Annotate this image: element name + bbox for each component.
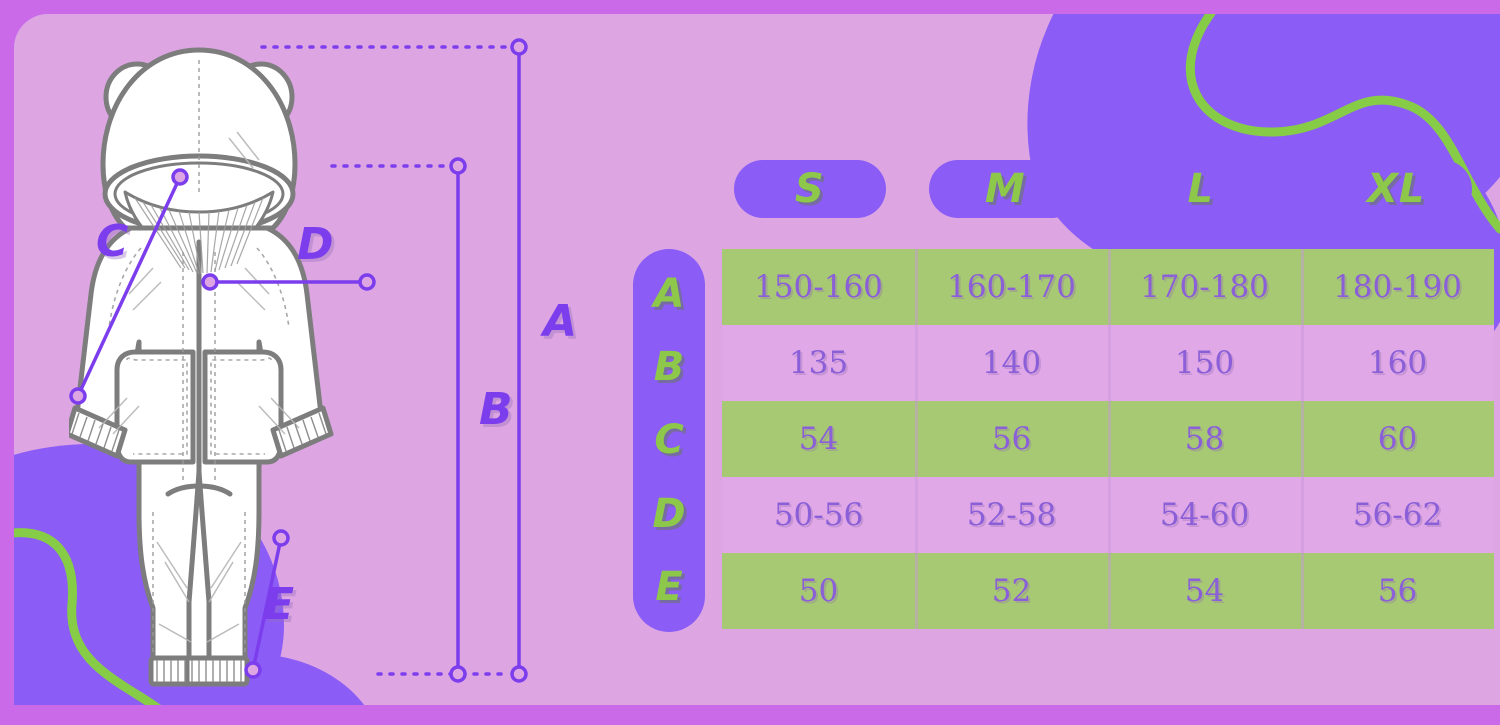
measure-line-C (76, 176, 182, 397)
cell-a-s: 150-160 (754, 269, 883, 305)
crotch-seam (165, 483, 233, 497)
row-label-a: A (653, 270, 685, 317)
cell-b-m: 140 (915, 325, 1108, 401)
size-pill-slot: L (1103, 154, 1299, 224)
measure-label-D: D (297, 219, 334, 270)
row-label-c: C (654, 417, 684, 464)
measure-node-D-left (201, 273, 219, 291)
size-header-m[interactable]: M (929, 160, 1082, 218)
cell-d-l: 54-60 (1108, 477, 1301, 553)
measure-label-E: E (264, 579, 295, 630)
cell-b-xl: 160 (1301, 325, 1494, 401)
measure-node-D-right (358, 273, 376, 291)
table-row: 54 56 58 60 (722, 401, 1494, 477)
cell-a-m: 160-170 (915, 249, 1108, 325)
size-header-l[interactable]: L (1124, 160, 1277, 218)
row-label-d: D (652, 490, 686, 537)
cell-b-s: 135 (788, 345, 849, 381)
measure-node-C-top (171, 168, 189, 186)
size-pill-slot: M (908, 154, 1104, 224)
cell-e-xl: 56 (1301, 553, 1494, 629)
measure-node-A-bottom (510, 665, 528, 683)
size-header-s[interactable]: S (733, 160, 886, 218)
size-pill-slot: XL (1299, 154, 1495, 224)
measure-node-E-bottom (244, 661, 262, 679)
onesie-line-drawing (69, 47, 334, 687)
cuff-sleeve-right (270, 405, 334, 459)
size-header-row: S M L XL (712, 154, 1494, 224)
cell-d-m: 52-58 (915, 477, 1108, 553)
size-header-xl[interactable]: XL (1320, 160, 1473, 218)
measure-node-E-top (272, 529, 290, 547)
cell-c-xl: 60 (1301, 401, 1494, 477)
table-row: 50-56 52-58 54-60 56-62 (722, 477, 1494, 553)
cell-c-m: 56 (915, 401, 1108, 477)
cell-e-l: 54 (1108, 553, 1301, 629)
measure-label-B: B (479, 384, 513, 435)
cell-e-s: 50 (798, 573, 839, 609)
table-row: 50 52 54 56 (722, 553, 1494, 629)
measure-label-A: A (543, 296, 578, 347)
row-label-b: B (653, 344, 685, 391)
measurement-overlay (69, 38, 528, 683)
size-pill-slot: S (712, 154, 908, 224)
measure-label-C: C (96, 216, 129, 267)
table-row: 150-160 160-170 170-180 180-190 (722, 249, 1494, 325)
measure-node-A-top (510, 38, 528, 56)
garment-illustration (69, 42, 469, 702)
row-label-e: E (655, 564, 683, 611)
cell-d-s: 50-56 (773, 497, 864, 533)
cell-a-xl: 180-190 (1301, 249, 1494, 325)
cell-a-l: 170-180 (1108, 249, 1301, 325)
cell-e-m: 52 (915, 553, 1108, 629)
bottom-accent-strip (0, 705, 1500, 725)
cuff-sleeve-left (69, 405, 128, 459)
measure-line-E (251, 537, 283, 671)
cell-c-l: 58 (1108, 401, 1301, 477)
measure-node-B-bottom (449, 665, 467, 683)
cell-d-xl: 56-62 (1301, 477, 1494, 553)
size-table-grid: 150-160 160-170 170-180 180-190 135 140 150 160… (722, 249, 1494, 629)
measure-node-B-top (449, 157, 467, 175)
measure-node-C-bottom (69, 387, 87, 405)
table-row: 135 140 150 160 (722, 325, 1494, 401)
cell-c-s: 54 (798, 421, 839, 457)
cell-b-l: 150 (1108, 325, 1301, 401)
